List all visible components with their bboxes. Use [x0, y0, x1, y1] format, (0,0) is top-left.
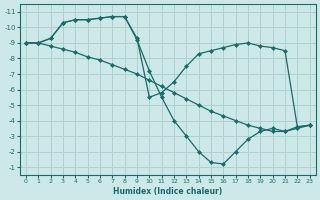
- X-axis label: Humidex (Indice chaleur): Humidex (Indice chaleur): [113, 187, 222, 196]
